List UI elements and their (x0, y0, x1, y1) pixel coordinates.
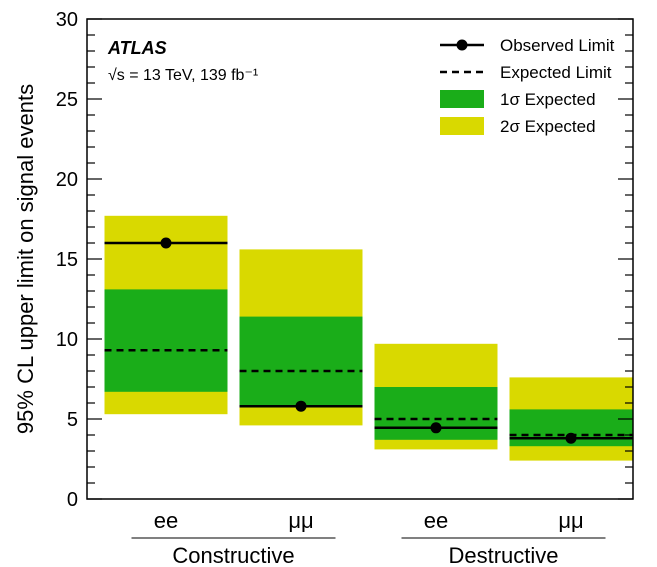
one-sigma-band (104, 289, 228, 392)
category-label: ee (424, 508, 448, 533)
observed-limit-point (160, 237, 172, 249)
y-axis-title: 95% CL upper limit on signal events (13, 84, 38, 434)
lines-layer (104, 237, 633, 444)
group-label: Destructive (448, 543, 558, 567)
bands-layer (104, 215, 633, 461)
legend: Observed Limit Expected Limit 1σ Expected 2… (440, 36, 615, 136)
y-tick-label: 30 (56, 9, 78, 31)
legend-label: Observed Limit (500, 36, 615, 55)
category-label: μμ (558, 508, 583, 533)
category-label: μμ (288, 508, 313, 533)
observed-limit-point (565, 432, 577, 444)
x-axis-labels: ee μμ ee μμ Constructive Destructive (131, 508, 606, 567)
legend-label: Expected Limit (500, 63, 612, 82)
atlas-label: ATLAS (107, 38, 167, 58)
legend-label: 2σ Expected (500, 117, 596, 136)
observed-limit-point (430, 422, 442, 434)
energy-lumi-label: √s = 13 TeV, 139 fb⁻¹ (108, 67, 258, 84)
legend-one-sigma-swatch (440, 90, 484, 108)
group-label: Constructive (172, 543, 294, 567)
one-sigma-band (239, 316, 363, 407)
y-tick-label: 0 (67, 489, 78, 511)
y-tick-label: 10 (56, 329, 78, 351)
legend-label: 1σ Expected (500, 90, 596, 109)
y-tick-label: 25 (56, 89, 78, 111)
legend-two-sigma-swatch (440, 117, 484, 135)
category-label: ee (154, 508, 178, 533)
observed-limit-point (295, 400, 307, 412)
legend-observed-marker (456, 39, 468, 51)
y-tick-label: 15 (56, 249, 78, 271)
y-tick-label: 20 (56, 169, 78, 191)
y-tick-label: 5 (67, 409, 78, 431)
y-axis-ticks: 0 5 10 15 20 25 30 (56, 9, 633, 511)
